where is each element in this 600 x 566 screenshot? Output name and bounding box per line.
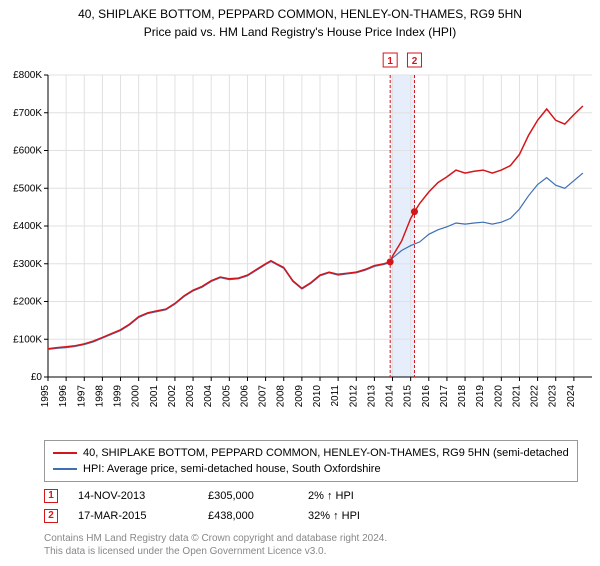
legend-swatch — [53, 452, 77, 454]
svg-text:2019: 2019 — [475, 384, 486, 407]
sale-row: 2 17-MAR-2015 £438,000 32% ↑ HPI — [44, 506, 578, 526]
svg-text:£200K: £200K — [13, 296, 42, 307]
svg-text:1996: 1996 — [58, 384, 69, 407]
legend-label: HPI: Average price, semi-detached house,… — [83, 463, 381, 475]
svg-text:1999: 1999 — [113, 384, 124, 407]
svg-text:2010: 2010 — [312, 384, 323, 407]
line-chart: £0 £100K £200K £300K £400K £500K £600K £700K £80… — [0, 47, 600, 427]
svg-text:2011: 2011 — [330, 384, 341, 406]
svg-text:1998: 1998 — [94, 384, 105, 407]
sale-date: 14-NOV-2013 — [78, 490, 188, 502]
svg-text:2: 2 — [412, 56, 418, 67]
chart-container: 40, SHIPLAKE BOTTOM, PEPPARD COMMON, HEN… — [0, 0, 600, 558]
sale-date: 17-MAR-2015 — [78, 510, 188, 522]
sale-price: £438,000 — [208, 510, 288, 522]
svg-text:2018: 2018 — [457, 384, 468, 407]
svg-text:2007: 2007 — [258, 384, 269, 407]
svg-text:£400K: £400K — [13, 221, 42, 232]
chart-plot-area: £0 £100K £200K £300K £400K £500K £600K £700K £80… — [0, 47, 600, 432]
footer-attribution: Contains HM Land Registry data © Crown c… — [44, 532, 578, 558]
sales-table: 1 14-NOV-2013 £305,000 2% ↑ HPI 2 17-MAR-2015… — [44, 486, 578, 526]
legend-label: 40, SHIPLAKE BOTTOM, PEPPARD COMMON, HEN… — [83, 447, 569, 459]
svg-text:2015: 2015 — [403, 384, 414, 407]
svg-text:£500K: £500K — [13, 183, 42, 194]
footer-line-2: This data is licensed under the Open Gov… — [44, 545, 578, 558]
svg-text:1997: 1997 — [76, 384, 87, 407]
svg-text:2020: 2020 — [493, 384, 504, 407]
sale-hpi-delta: 2% ↑ HPI — [308, 490, 388, 502]
svg-text:2021: 2021 — [511, 384, 522, 407]
svg-text:£300K: £300K — [13, 259, 42, 270]
svg-text:2008: 2008 — [276, 384, 287, 407]
sale-row: 1 14-NOV-2013 £305,000 2% ↑ HPI — [44, 486, 578, 506]
svg-text:2005: 2005 — [221, 384, 232, 407]
svg-text:2004: 2004 — [203, 384, 214, 407]
sale-badge: 2 — [44, 509, 58, 523]
svg-text:2001: 2001 — [149, 384, 160, 407]
svg-text:2003: 2003 — [185, 384, 196, 407]
svg-text:2009: 2009 — [294, 384, 305, 407]
chart-title: 40, SHIPLAKE BOTTOM, PEPPARD COMMON, HEN… — [0, 6, 600, 23]
footer-line-1: Contains HM Land Registry data © Crown c… — [44, 532, 578, 545]
svg-text:2024: 2024 — [566, 384, 577, 407]
svg-text:£700K: £700K — [13, 108, 42, 119]
svg-text:2013: 2013 — [366, 384, 377, 407]
svg-text:£800K: £800K — [13, 70, 42, 81]
sale-hpi-delta: 32% ↑ HPI — [308, 510, 388, 522]
chart-subtitle: Price paid vs. HM Land Registry's House … — [0, 25, 600, 39]
legend-swatch — [53, 468, 77, 470]
svg-text:2012: 2012 — [348, 384, 359, 407]
svg-text:£100K: £100K — [13, 334, 42, 345]
svg-text:2022: 2022 — [530, 384, 541, 407]
legend-item: HPI: Average price, semi-detached house,… — [53, 461, 569, 477]
svg-text:2002: 2002 — [167, 384, 178, 407]
svg-text:2014: 2014 — [385, 384, 396, 407]
svg-text:2023: 2023 — [548, 384, 559, 407]
svg-text:2017: 2017 — [439, 384, 450, 407]
svg-text:£0: £0 — [31, 372, 43, 383]
svg-text:2000: 2000 — [131, 384, 142, 407]
sale-badge: 1 — [44, 489, 58, 503]
svg-text:2006: 2006 — [239, 384, 250, 407]
svg-text:2016: 2016 — [421, 384, 432, 407]
svg-text:1: 1 — [387, 56, 393, 67]
chart-legend: 40, SHIPLAKE BOTTOM, PEPPARD COMMON, HEN… — [44, 440, 578, 482]
legend-item: 40, SHIPLAKE BOTTOM, PEPPARD COMMON, HEN… — [53, 445, 569, 461]
svg-text:£600K: £600K — [13, 145, 42, 156]
sale-price: £305,000 — [208, 490, 288, 502]
svg-text:1995: 1995 — [40, 384, 51, 407]
